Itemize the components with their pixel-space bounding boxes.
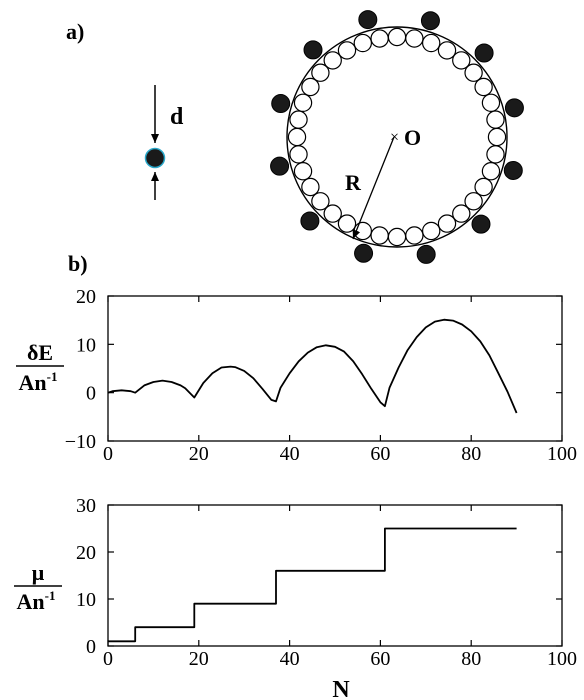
energy-y-label-numerator: δE <box>27 340 53 365</box>
chart-mu: μ An-1 N 0 20 40 60 80 100 0 10 20 30 <box>14 495 577 700</box>
inner-particle <box>422 33 441 53</box>
energy-y-tick-label: −10 <box>65 431 96 453</box>
mu-y-label-denominator-base: An <box>17 589 45 614</box>
inner-particle <box>311 192 330 211</box>
inner-particle <box>405 29 424 48</box>
inner-particle <box>289 145 308 164</box>
inner-particle <box>452 51 471 70</box>
inner-particle <box>287 127 307 147</box>
mu-y-label: μ An-1 <box>14 560 62 614</box>
inner-particle <box>323 204 342 223</box>
inner-particle <box>474 77 493 97</box>
inner-particle <box>387 227 407 247</box>
mu-series-line <box>108 527 517 643</box>
inner-particle <box>387 27 407 47</box>
inner-particle <box>437 41 457 60</box>
mu-x-tick-label: 60 <box>370 648 390 670</box>
outer-particles <box>270 10 524 264</box>
outer-particle <box>358 10 378 30</box>
outer-particle <box>471 214 491 234</box>
energy-x-tick-label: 20 <box>189 443 209 465</box>
inner-particles <box>287 27 507 247</box>
panel-a: a) d × O R <box>66 10 524 264</box>
mu-x-tick-label: 80 <box>461 648 481 670</box>
mu-y-label-denominator: An-1 <box>17 588 56 614</box>
ring-circle <box>286 26 508 248</box>
panel-b-label: b) <box>68 251 88 276</box>
inner-particle <box>293 93 313 112</box>
mu-y-tick-label: 30 <box>76 495 96 517</box>
energy-plot-frame <box>107 295 563 442</box>
energy-x-tick-label: 0 <box>103 443 113 465</box>
energy-x-tick-label: 60 <box>370 443 390 465</box>
inner-particle <box>486 110 505 129</box>
inner-particle <box>452 204 471 223</box>
single-particle <box>144 147 166 169</box>
center-marker: × <box>390 129 399 146</box>
outer-particle <box>303 40 323 60</box>
center-label: O <box>404 125 421 150</box>
mu-plot-frame <box>107 504 563 647</box>
inner-particle <box>464 192 483 211</box>
energy-series-line <box>107 318 518 414</box>
inner-particle <box>311 63 330 82</box>
mu-x-tick-label: 0 <box>103 648 113 670</box>
energy-x-tick-label: 40 <box>280 443 300 465</box>
mu-y-tick-label: 20 <box>76 542 96 564</box>
inner-particle <box>337 41 357 60</box>
energy-y-tick-label: 10 <box>76 334 96 356</box>
inner-particle <box>486 145 505 164</box>
inner-particle <box>301 77 320 97</box>
energy-x-tick-label: 80 <box>461 443 481 465</box>
outer-particle <box>416 244 436 264</box>
outer-particle <box>354 243 374 263</box>
mu-y-tick-label: 10 <box>76 589 96 611</box>
inner-particle <box>323 51 342 70</box>
particle-size-label: d <box>170 104 184 130</box>
outer-particle <box>271 94 291 114</box>
mu-y-tick-label: 0 <box>86 636 96 658</box>
inner-particle <box>337 214 357 233</box>
inner-particle <box>437 214 457 233</box>
outer-particle <box>503 160 523 180</box>
particle-size-indicator: d <box>144 85 184 200</box>
mu-y-label-numerator: μ <box>32 560 45 585</box>
outer-particle <box>504 98 524 118</box>
energy-y-tick-label: 20 <box>76 286 96 308</box>
inner-particle <box>370 226 389 245</box>
inner-particle <box>474 177 493 197</box>
energy-x-tick-label: 100 <box>547 443 577 465</box>
energy-y-label-denominator-exp: -1 <box>47 369 58 384</box>
inner-particle <box>301 177 320 197</box>
outer-particle <box>420 11 440 31</box>
radius-label: R <box>345 170 362 195</box>
inner-particle <box>422 221 441 241</box>
radius-arrow <box>352 136 395 240</box>
inner-particle <box>293 162 313 181</box>
energy-y-label: δE An-1 <box>16 340 64 395</box>
mu-x-tick-label: 20 <box>189 648 209 670</box>
inner-particle <box>481 93 501 112</box>
outer-particle <box>270 156 290 176</box>
inner-particle <box>481 162 501 181</box>
energy-y-label-denominator-base: An <box>19 370 47 395</box>
inner-particle <box>464 63 483 82</box>
inner-particle <box>370 29 389 48</box>
mu-x-tick-label: 40 <box>280 648 300 670</box>
outer-particle <box>300 211 320 231</box>
panel-a-label: a) <box>66 19 84 44</box>
inner-particle <box>353 33 372 53</box>
particle-ring: × O R <box>270 10 524 264</box>
energy-y-tick-label: 0 <box>86 383 96 405</box>
mu-y-label-denominator-exp: -1 <box>45 588 56 603</box>
outer-particle <box>474 43 494 63</box>
mu-x-label: N <box>332 677 350 700</box>
mu-x-tick-label: 100 <box>547 648 577 670</box>
energy-y-label-denominator: An-1 <box>19 369 58 395</box>
inner-particle <box>487 127 507 147</box>
chart-energy: δE An-1 0 20 40 60 80 100 −10 0 10 20 <box>16 286 577 465</box>
inner-particle <box>405 226 424 245</box>
inner-particle <box>289 110 308 129</box>
